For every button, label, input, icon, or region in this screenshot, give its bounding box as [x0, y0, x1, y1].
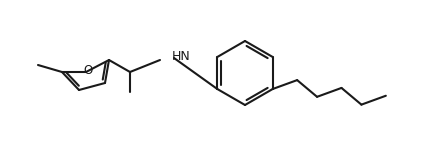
- Text: O: O: [83, 64, 92, 77]
- Text: HN: HN: [172, 50, 191, 64]
